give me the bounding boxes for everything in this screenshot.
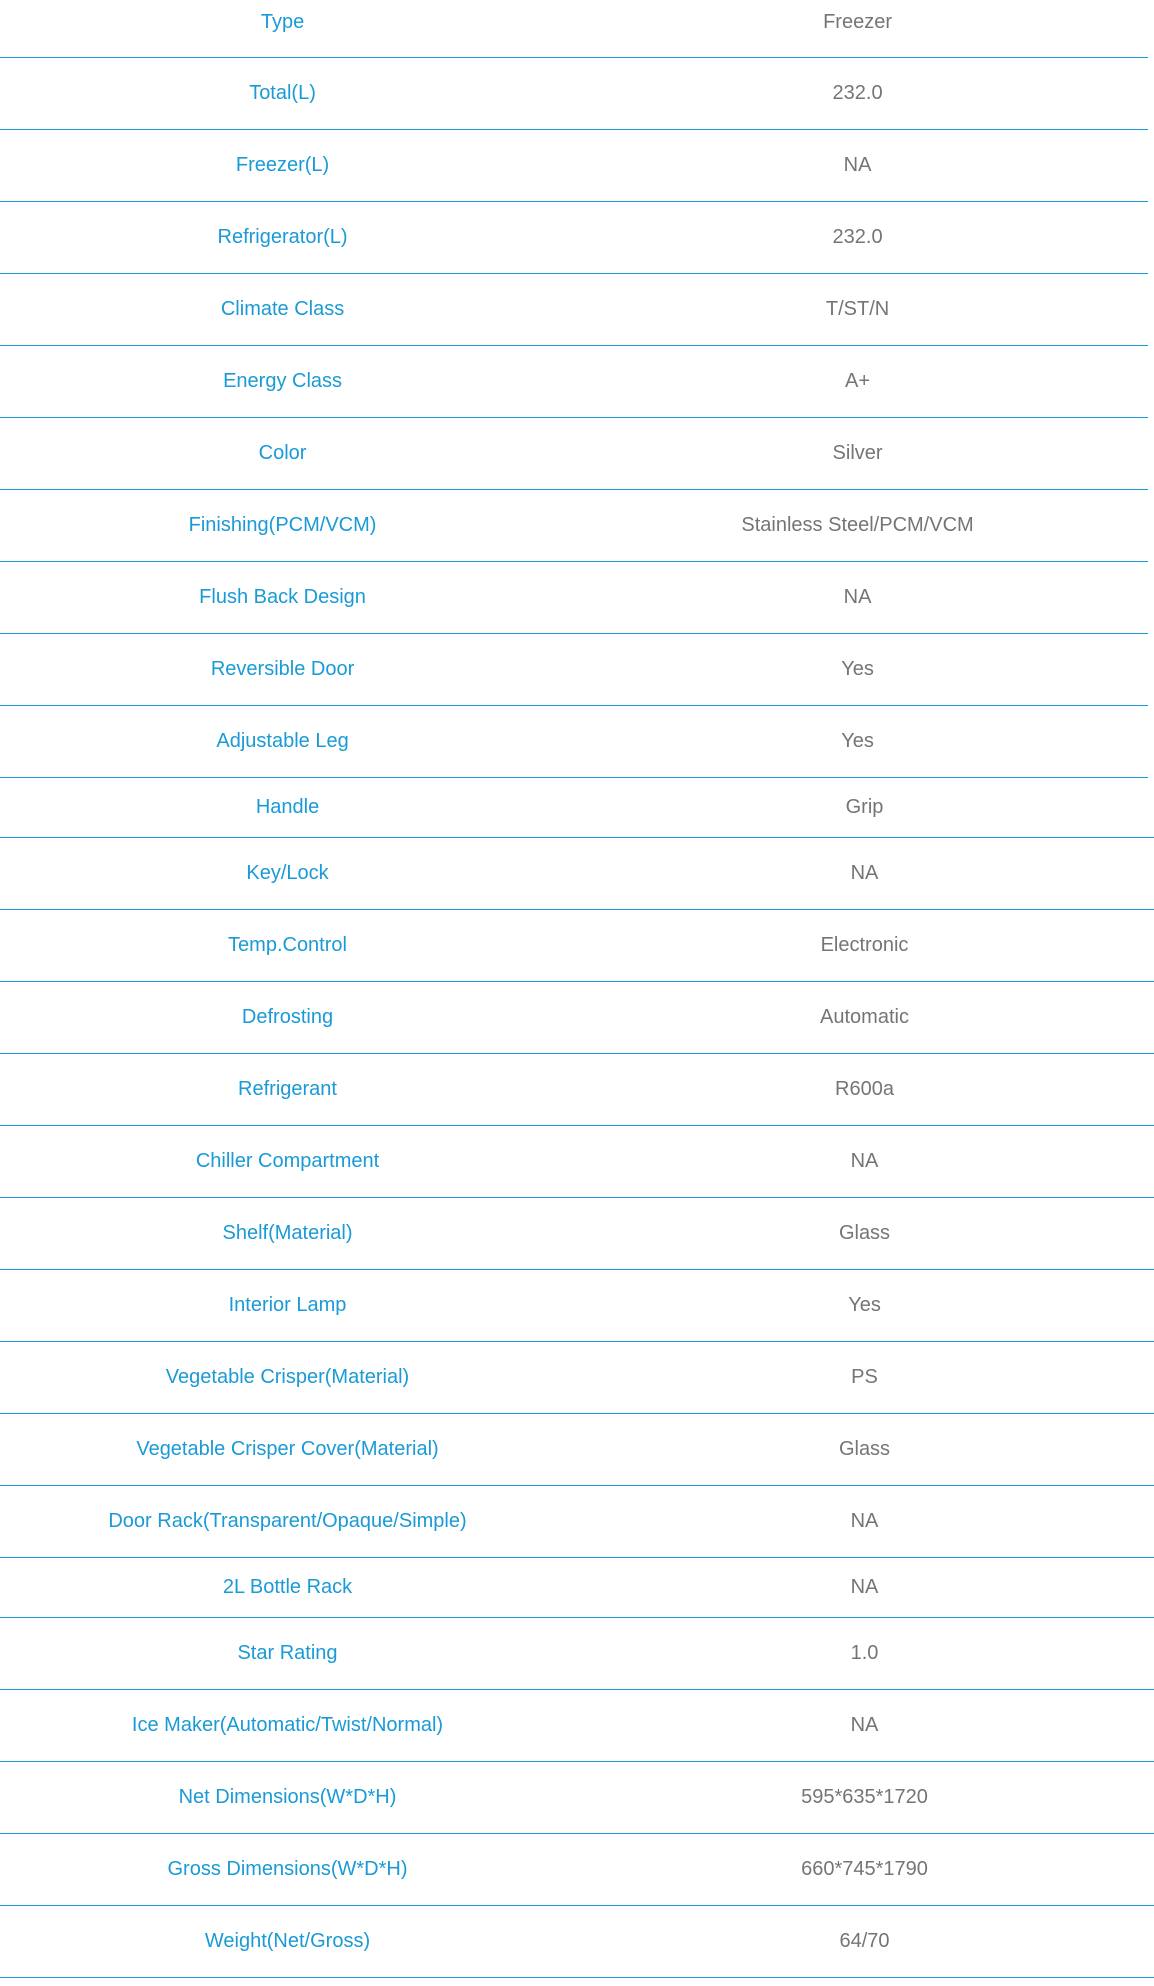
spec-label: Key/Lock [246,862,329,884]
spec-label: Shelf(Material) [222,1222,353,1244]
spec-label: Temp.Control [228,934,347,956]
spec-label: Adjustable Leg [216,730,349,752]
spec-row: Key/Lock NA [0,838,1154,910]
spec-row: Ice Maker(Automatic/Twist/Normal) NA [0,1690,1154,1762]
spec-label: Ice Maker(Automatic/Twist/Normal) [131,1714,444,1736]
spec-label: Vegetable Crisper Cover(Material) [136,1438,439,1460]
spec-value: 660*745*1790 [801,1858,928,1880]
spec-label: Chiller Compartment [195,1150,380,1172]
spec-label: Star Rating [237,1642,338,1664]
spec-value: Yes [841,658,874,680]
spec-label: Defrosting [241,1006,334,1028]
spec-row: Flush Back Design NA [0,562,1148,634]
spec-value: 232.0 [832,226,883,248]
spec-label: 2L Bottle Rack [222,1576,353,1598]
spec-value: Glass [838,1222,891,1244]
spec-row: Climate Class T/ST/N [0,274,1148,346]
spec-label: Handle [255,796,320,818]
spec-value: Stainless Steel/PCM/VCM [741,514,974,536]
spec-row: Chiller Compartment NA [0,1126,1154,1198]
spec-row: Refrigerator(L) 232.0 [0,202,1148,274]
spec-label: Energy Class [223,370,343,392]
spec-row: Total(L) 232.0 [0,58,1148,130]
spec-row: Adjustable Leg Yes [0,706,1148,778]
spec-label: Color [258,442,307,464]
spec-row: Finishing(PCM/VCM) Stainless Steel/PCM/VC… [0,490,1148,562]
spec-value: NA [843,586,872,608]
spec-value: Silver [832,442,883,464]
spec-row: Refrigerant R600a [0,1054,1154,1126]
spec-value: Automatic [820,1006,909,1028]
spec-value: NA [850,1714,879,1736]
spec-row: Weight(Net/Gross) 64/70 [0,1906,1154,1978]
spec-label: Flush Back Design [199,586,366,608]
spec-value: NA [850,1510,879,1532]
spec-value: PS [851,1366,878,1388]
spec-row: Interior Lamp Yes [0,1270,1154,1342]
spec-row: Gross Dimensions(W*D*H) 660*745*1790 [0,1834,1154,1906]
spec-row: Vegetable Crisper(Material) PS [0,1342,1154,1414]
spec-value: 1.0 [850,1642,879,1664]
spec-label: Vegetable Crisper(Material) [165,1366,410,1388]
spec-row: Vegetable Crisper Cover(Material) Glass [0,1414,1154,1486]
spec-value: NA [850,1150,879,1172]
spec-row: 2L Bottle Rack NA [0,1558,1154,1618]
spec-value: Freezer [823,11,892,33]
spec-row: Door Rack(Transparent/Opaque/Simple) NA [0,1486,1154,1558]
spec-row: Reversible Door Yes [0,634,1148,706]
spec-label: Reversible Door [210,658,355,680]
spec-label: Door Rack(Transparent/Opaque/Simple) [108,1510,467,1532]
spec-row: Type Freezer [0,0,1148,58]
spec-label: Climate Class [220,298,345,320]
spec-label: Finishing(PCM/VCM) [188,514,377,536]
spec-value: A+ [845,370,871,392]
spec-row: Defrosting Automatic [0,982,1154,1054]
spec-value: NA [843,154,872,176]
spec-value: NA [850,1576,879,1598]
spec-label: Weight(Net/Gross) [204,1930,371,1952]
spec-value: R600a [835,1078,894,1100]
spec-row: Shelf(Material) Glass [0,1198,1154,1270]
spec-row: Freezer(L) NA [0,130,1148,202]
spec-label: Interior Lamp [228,1294,347,1316]
spec-label: Refrigerant [238,1078,337,1100]
spec-label: Net Dimensions(W*D*H) [178,1786,397,1808]
spec-row: Temp.Control Electronic [0,910,1154,982]
spec-value: 595*635*1720 [801,1786,928,1808]
spec-row: Net Dimensions(W*D*H) 595*635*1720 [0,1762,1154,1834]
spec-value: Yes [848,1294,881,1316]
spec-label: Total(L) [249,82,316,104]
spec-row: Energy Class A+ [0,346,1148,418]
spec-row: Color Silver [0,418,1148,490]
spec-label: Gross Dimensions(W*D*H) [167,1858,408,1880]
spec-value: 64/70 [839,1930,890,1952]
spec-value: Yes [841,730,874,752]
spec-value: NA [850,862,879,884]
spec-value: T/ST/N [825,298,890,320]
spec-value: Grip [845,796,884,818]
spec-label: Refrigerator(L) [217,226,348,248]
spec-label: Freezer(L) [235,154,330,176]
spec-row: Star Rating 1.0 [0,1618,1154,1690]
spec-value: Glass [838,1438,891,1460]
spec-value: 232.0 [832,82,883,104]
spec-label: Type [260,11,305,33]
spec-row: Handle Grip [0,778,1154,838]
spec-value: Electronic [820,934,909,956]
